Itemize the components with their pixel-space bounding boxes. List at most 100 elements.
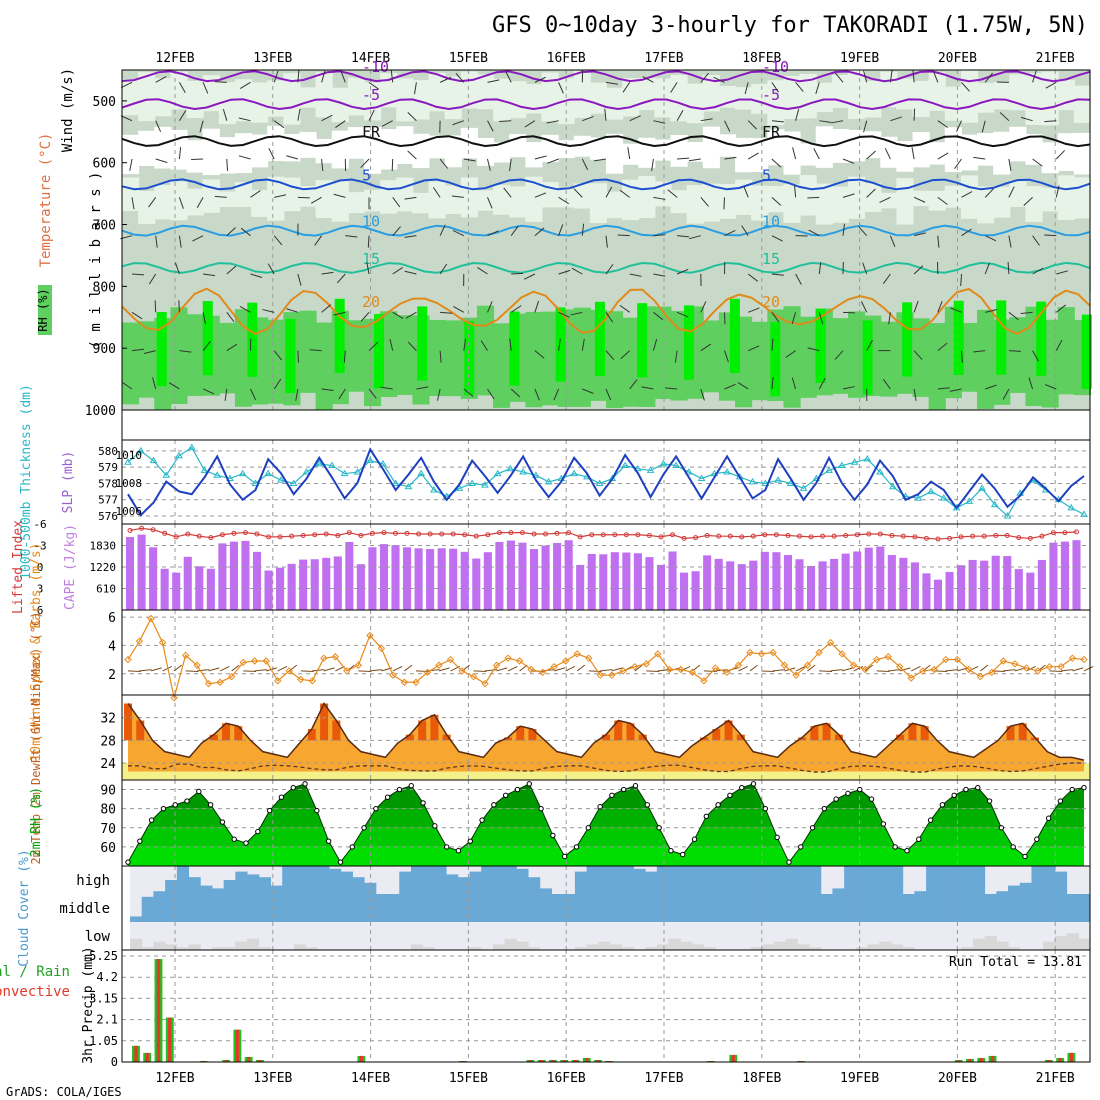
temperature-peak xyxy=(405,734,414,741)
wind-barb xyxy=(453,305,465,313)
wind-barb xyxy=(605,186,613,198)
rh-band-cell xyxy=(686,142,704,162)
rh-band-cell xyxy=(702,183,720,222)
wind-barb xyxy=(392,267,404,275)
rh-band-cell xyxy=(799,316,817,398)
thickness-point xyxy=(187,443,196,451)
thickness-point xyxy=(340,469,349,477)
cloud-bar-low xyxy=(961,947,974,950)
rh-band-cell xyxy=(638,78,656,111)
wind-barb xyxy=(1020,311,1033,314)
wind-barb xyxy=(333,193,346,198)
wind-barb xyxy=(999,112,1010,122)
cloud-bar-high xyxy=(890,866,904,894)
rh-point xyxy=(916,836,922,842)
wind-barb xyxy=(1055,339,1063,351)
rh-point xyxy=(148,817,155,823)
rh-axis-label: RH (%) xyxy=(36,288,50,331)
cloud-bar-high xyxy=(247,874,260,894)
cloud-bar-low xyxy=(258,947,271,950)
rh-band-cell xyxy=(541,232,559,295)
rh-band-cell xyxy=(476,305,495,396)
wind-barb xyxy=(1002,388,1010,400)
temperature-peak xyxy=(920,726,929,741)
rh-band-cell xyxy=(606,311,624,409)
cape-bar xyxy=(945,571,954,610)
cape-bar xyxy=(183,556,192,610)
wind-barb xyxy=(937,120,948,128)
wind-barb xyxy=(226,343,238,352)
isotherm-label: FR xyxy=(762,123,781,141)
cloud-bar-middle xyxy=(293,894,307,922)
wind-barb xyxy=(534,388,540,401)
rh-band-cell xyxy=(267,319,285,404)
cloud-bar-high xyxy=(528,877,541,894)
rh-point xyxy=(479,817,485,823)
cloud-bar-low xyxy=(984,936,997,950)
rh-band-cell xyxy=(767,80,785,126)
thickness-point xyxy=(353,468,362,475)
wind-barb xyxy=(547,158,559,164)
rh-band-cell xyxy=(315,322,333,410)
surface-wind-barb xyxy=(876,670,890,672)
thickness-point xyxy=(493,469,502,477)
wind-barb xyxy=(858,226,868,237)
wind-barb xyxy=(262,309,275,313)
rh-band-cell xyxy=(412,239,430,293)
date-label-bottom-18FEB: 18FEB xyxy=(742,1071,781,1086)
cloud-bar-middle xyxy=(141,896,154,922)
wind-barb xyxy=(724,312,726,325)
thickness-point xyxy=(544,477,553,485)
cloud-bar-middle xyxy=(492,894,506,922)
cloud-bar-middle xyxy=(750,894,763,922)
thickness-point xyxy=(455,484,464,491)
wind-barb xyxy=(413,82,417,95)
thickness-point xyxy=(149,456,158,464)
surface-wind-barb xyxy=(162,665,173,672)
wind-barb xyxy=(381,120,393,127)
lifted-index-point xyxy=(381,530,387,536)
cloud-bar-high xyxy=(293,866,307,894)
wind-barb xyxy=(203,273,216,277)
wind-speed-point xyxy=(412,678,420,686)
date-label-bottom-13FEB: 13FEB xyxy=(253,1071,292,1086)
temperature-peak xyxy=(798,737,807,741)
precip-convective-bar xyxy=(145,1052,149,1062)
wind-barb xyxy=(937,235,940,248)
wind-barb xyxy=(890,116,902,122)
wind-barb xyxy=(688,158,701,162)
wind-barb xyxy=(737,382,749,390)
thickness-point xyxy=(251,479,260,486)
cloud-bar-low xyxy=(762,944,775,950)
rh-band-cell xyxy=(396,232,414,301)
isotherm-label: 20 xyxy=(762,293,780,311)
rh-point xyxy=(845,790,851,797)
rh-point xyxy=(904,848,910,854)
wind-barb xyxy=(842,223,845,236)
rh-band-cell xyxy=(654,306,672,400)
cape-bar xyxy=(749,560,758,610)
precip-convective-bar xyxy=(968,1058,972,1062)
wind-barb xyxy=(534,76,546,83)
cloud-bar-high xyxy=(352,877,365,894)
lifted-index-point xyxy=(439,531,445,537)
wind-barb xyxy=(392,311,404,319)
wind-barb xyxy=(888,312,891,325)
rh-band-cell xyxy=(267,80,285,117)
wind-barb xyxy=(677,235,690,238)
rh-band-cell xyxy=(234,182,253,208)
rh-band-cell xyxy=(718,235,737,294)
lifted-index-point xyxy=(485,532,491,538)
temperature-peak xyxy=(908,723,917,741)
temperature-peak xyxy=(638,734,647,741)
rh-point xyxy=(408,783,414,789)
wind-speed-point xyxy=(677,665,685,674)
rh-band-cell xyxy=(702,126,720,169)
cape-bar xyxy=(126,537,135,610)
lifted-index-point xyxy=(312,532,318,538)
rh-band-cell xyxy=(1057,225,1075,295)
rh-point xyxy=(266,807,273,814)
rh-band-cell xyxy=(186,80,204,119)
wind-barb xyxy=(226,265,237,275)
cloud-bar-low xyxy=(305,947,318,950)
